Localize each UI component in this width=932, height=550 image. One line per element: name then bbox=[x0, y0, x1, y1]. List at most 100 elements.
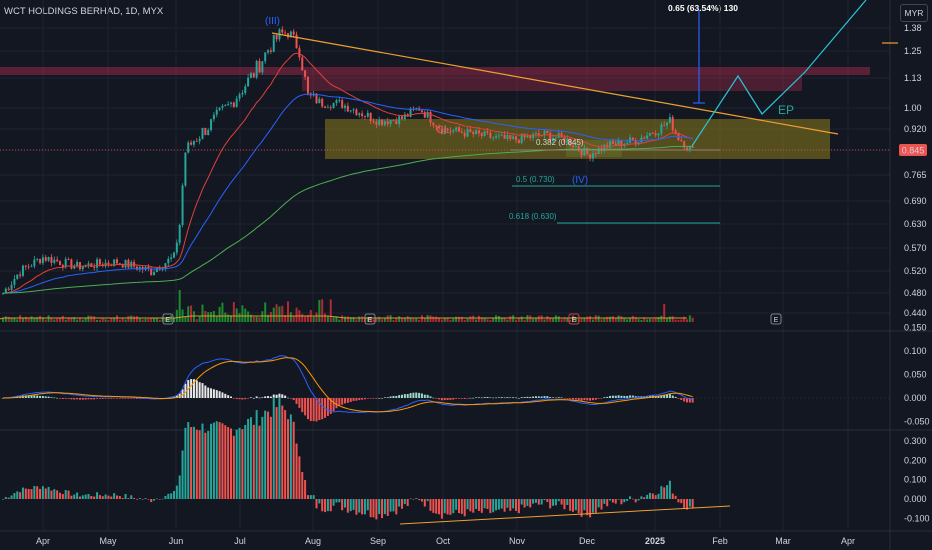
candle-body bbox=[195, 141, 198, 142]
osc-bar bbox=[660, 486, 663, 499]
price-tick-label: 1.13 bbox=[904, 73, 922, 83]
macd-hist-bar bbox=[495, 397, 498, 399]
macd-hist-bar bbox=[412, 392, 415, 398]
time-tick-label: Nov bbox=[509, 536, 526, 546]
candle-body bbox=[41, 257, 44, 264]
osc-bar bbox=[355, 499, 358, 515]
osc-bar bbox=[631, 498, 634, 500]
volume-bar bbox=[170, 315, 173, 322]
volume-bar bbox=[341, 315, 344, 322]
volume-bar bbox=[375, 317, 378, 322]
osc-bar bbox=[67, 490, 70, 499]
candle-body bbox=[375, 121, 378, 125]
macd-hist-bar bbox=[321, 398, 324, 420]
candle-body bbox=[609, 141, 612, 148]
candle-body bbox=[124, 259, 127, 268]
osc-bar bbox=[192, 426, 195, 499]
volume-bar bbox=[355, 319, 358, 322]
candle-body bbox=[164, 263, 167, 269]
earnings-marker bbox=[162, 313, 174, 325]
volume-bar bbox=[458, 316, 460, 322]
macd-hist-bar bbox=[127, 398, 130, 399]
volume-bar bbox=[611, 316, 614, 322]
volume-bar bbox=[230, 315, 232, 322]
osc-bar bbox=[304, 480, 307, 499]
candle-body bbox=[512, 136, 515, 139]
volume-bar bbox=[477, 315, 480, 322]
candle-body bbox=[483, 131, 486, 136]
volume-bar bbox=[569, 319, 572, 322]
volume-bar bbox=[600, 319, 603, 322]
macd-hist-bar bbox=[59, 398, 61, 399]
macd-hist-bar bbox=[275, 394, 278, 398]
volume-bar bbox=[529, 315, 532, 322]
macd-hist-bar bbox=[577, 398, 580, 401]
osc-bar bbox=[121, 497, 124, 499]
macd-hist-bar bbox=[389, 396, 392, 398]
macd-hist-bar bbox=[201, 383, 204, 398]
macd-hist-bar bbox=[683, 398, 686, 402]
candle-body bbox=[127, 259, 130, 268]
osc-bar bbox=[412, 498, 415, 500]
candle-body bbox=[247, 77, 250, 87]
macd-hist-bar bbox=[98, 398, 101, 399]
candle-body bbox=[181, 185, 184, 225]
osc-bar bbox=[435, 499, 438, 514]
osc-bar bbox=[580, 499, 583, 517]
macd-hist-bar bbox=[33, 395, 36, 398]
osc-bar bbox=[352, 499, 355, 510]
candle-body bbox=[543, 130, 546, 136]
ema-red-line bbox=[2, 52, 693, 294]
candle-body bbox=[207, 130, 210, 136]
volume-bar bbox=[395, 317, 398, 322]
osc-bar bbox=[178, 475, 181, 499]
candle-body bbox=[30, 266, 33, 268]
volume-bar bbox=[680, 319, 683, 322]
candle-body bbox=[366, 112, 369, 117]
macd-hist-bar bbox=[580, 398, 583, 401]
ema-green-line bbox=[3, 145, 693, 294]
osc-bar bbox=[534, 499, 537, 503]
osc-bar bbox=[195, 429, 198, 499]
osc-bar bbox=[321, 499, 324, 512]
osc-bar bbox=[395, 499, 398, 515]
volume-bar bbox=[130, 315, 133, 322]
candle-body bbox=[315, 93, 318, 104]
candle-body bbox=[19, 274, 22, 276]
macd-tick-label: 0.100 bbox=[904, 346, 927, 356]
osc-bar bbox=[224, 425, 227, 499]
volume-bar bbox=[56, 318, 59, 322]
earnings-marker-label: E bbox=[368, 317, 373, 324]
volume-bar bbox=[495, 315, 498, 322]
osc-bar bbox=[597, 499, 600, 508]
candle-body bbox=[21, 265, 24, 276]
volume-bar bbox=[563, 317, 566, 322]
macd-hist-bar bbox=[76, 398, 79, 400]
macd-hist-bar bbox=[381, 397, 384, 399]
candle-body bbox=[566, 138, 569, 143]
macd-hist-bar bbox=[680, 398, 683, 400]
volume-bar bbox=[275, 304, 278, 322]
volume-bar bbox=[406, 316, 409, 322]
volume-bar bbox=[304, 316, 307, 322]
macd-hist-bar bbox=[383, 397, 386, 398]
currency-button[interactable]: MYR bbox=[900, 4, 928, 22]
candle-body bbox=[668, 117, 671, 123]
volume-bar bbox=[620, 316, 623, 322]
oscillator-pane bbox=[2, 397, 731, 525]
candle-body bbox=[432, 122, 435, 126]
wave-label-iii: (III) bbox=[265, 16, 280, 27]
candle-body bbox=[352, 109, 355, 111]
osc-bar bbox=[449, 499, 452, 515]
volume-bar bbox=[489, 319, 492, 322]
candle-body bbox=[572, 145, 574, 148]
macd-hist-bar bbox=[386, 397, 389, 398]
candle-body bbox=[306, 76, 309, 94]
osc-bar bbox=[144, 498, 147, 499]
macd-hist-bar bbox=[443, 398, 446, 401]
candle-body bbox=[338, 100, 341, 101]
candle-body bbox=[16, 274, 19, 279]
candle-body bbox=[221, 105, 224, 108]
macd-hist-bar bbox=[477, 397, 480, 398]
